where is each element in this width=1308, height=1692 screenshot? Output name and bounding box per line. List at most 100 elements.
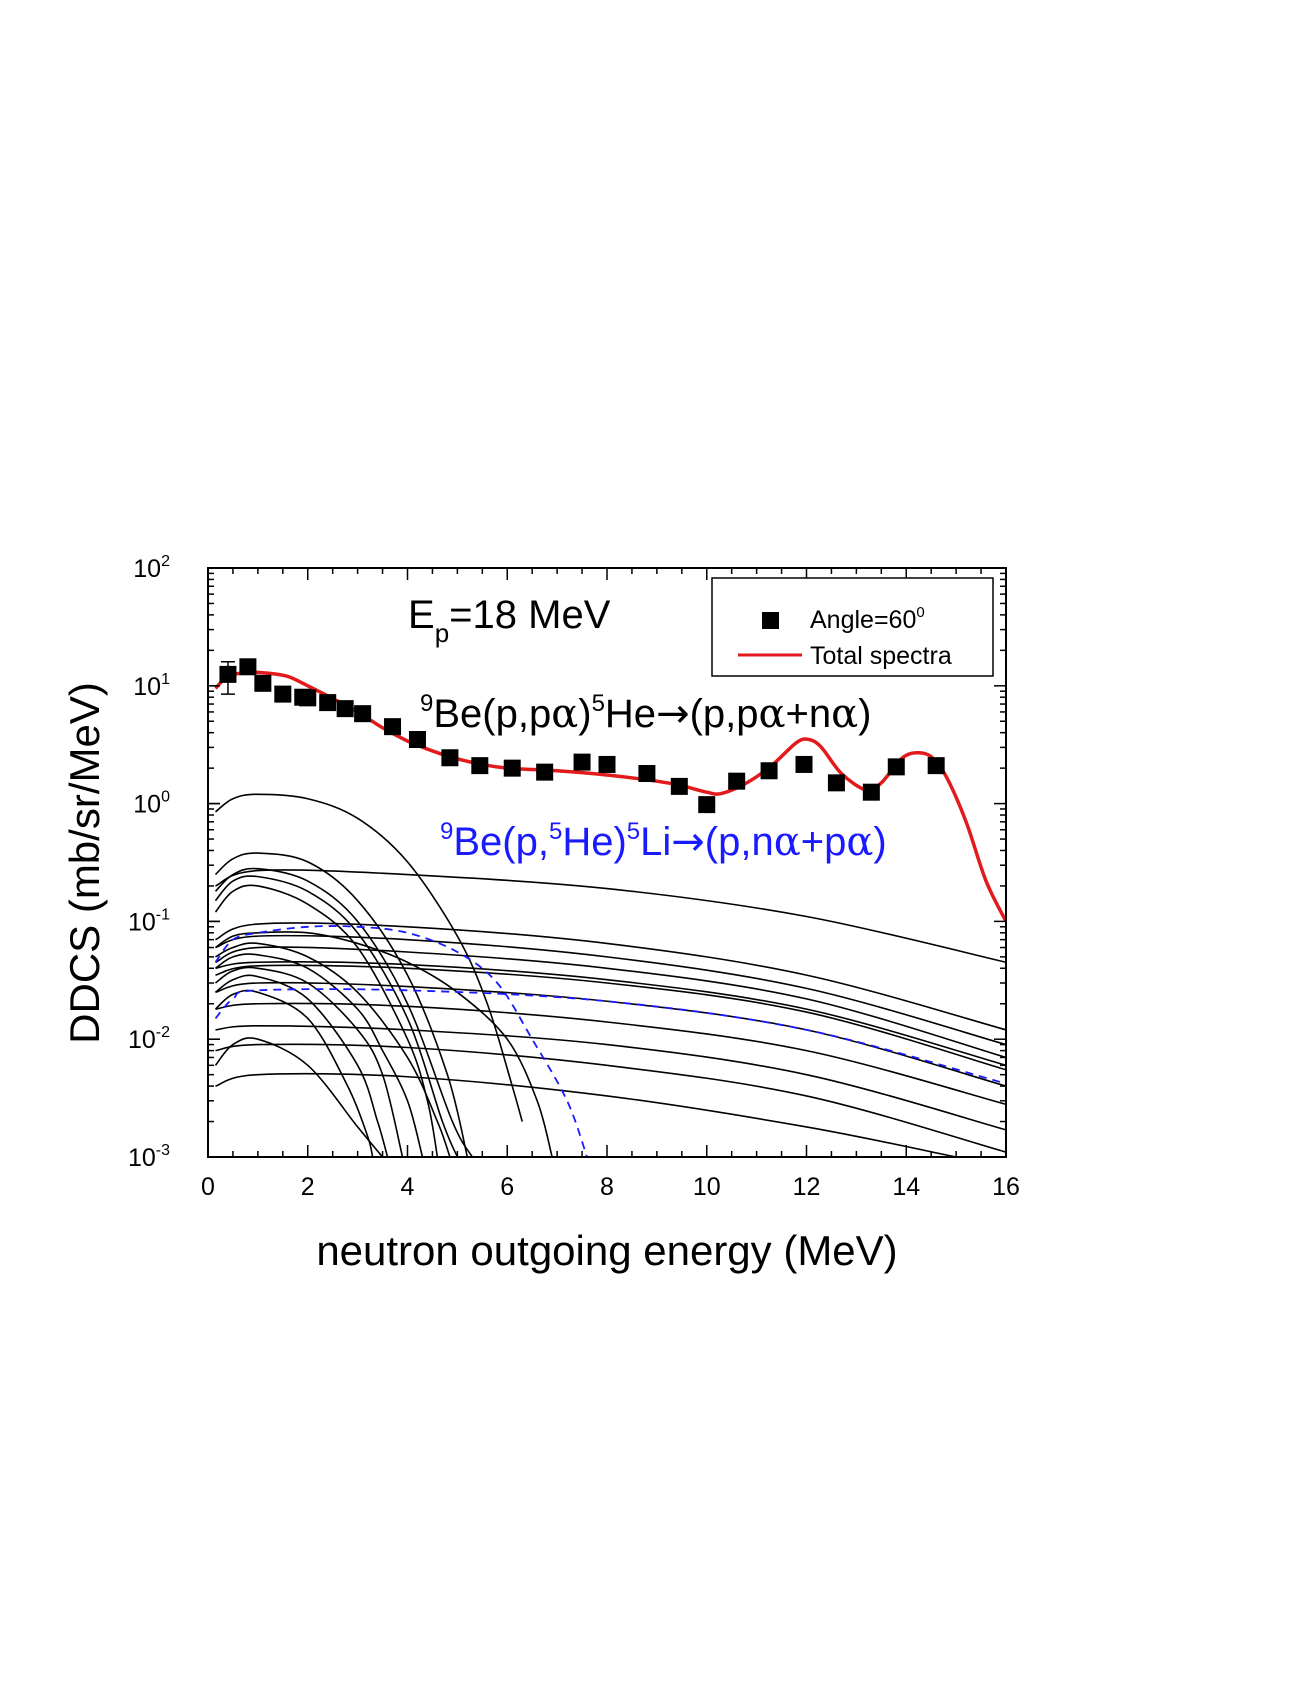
data-point-15 [536, 763, 554, 781]
component-curve-19 [215, 981, 1006, 1087]
data-point-11 [408, 731, 426, 749]
y-axis-label: DDCS (mb/sr/MeV) [61, 682, 108, 1044]
reaction-black-sup1: 9 [420, 690, 433, 717]
component-curve-1 [214, 793, 523, 1122]
reaction-blue-sup1: 9 [440, 818, 453, 845]
blue-dashed-curve-2 [214, 988, 1006, 1085]
legend-entry-angle: Angle=600 [810, 604, 925, 634]
reaction-blue-t4: (p,n [705, 820, 774, 864]
data-point-22 [760, 762, 778, 780]
data-point-16 [573, 753, 591, 771]
data-point-8 [336, 700, 354, 718]
data-point-3 [254, 674, 272, 692]
component-curve-15 [215, 934, 1006, 1046]
component-curve-22 [215, 1043, 1006, 1153]
reaction-black-g2: α [759, 691, 786, 737]
component-curve-16 [215, 946, 1006, 1059]
x-tick-label: 8 [600, 1173, 614, 1201]
data-point-1 [219, 665, 237, 683]
y-tick-label: 101 [133, 671, 170, 701]
reaction-blue-t1: Be(p, [453, 820, 549, 864]
legend-box [711, 577, 994, 677]
x-tick-label: 4 [401, 1173, 415, 1201]
energy-rest: =18 MeV [449, 593, 611, 637]
component-curve-21 [215, 1024, 1006, 1131]
component-curve-23 [215, 1072, 957, 1157]
component-curve-11 [214, 989, 374, 1157]
component-curve-9 [214, 966, 404, 1157]
legend-angle-label: Angle=60 [810, 606, 916, 634]
component-curve-8 [215, 953, 424, 1157]
data-point-24 [827, 774, 845, 792]
data-point-6 [299, 689, 317, 707]
reaction-blue-t6: ) [873, 820, 886, 864]
experimental-points-layer [219, 658, 945, 814]
data-point-26 [887, 758, 905, 776]
component-curve-13 [215, 869, 1006, 964]
reaction-black-g3: α [831, 691, 858, 737]
reaction-blue-sup2: 5 [549, 818, 562, 845]
component-curve-3 [214, 867, 474, 1157]
reaction-black-t1: Be(p,p [433, 692, 551, 736]
reaction-black-arrow: → [656, 691, 690, 737]
data-point-7 [319, 694, 337, 712]
reaction-blue-g1: α [774, 819, 801, 865]
data-point-25 [862, 783, 880, 801]
x-axis-label: neutron outgoing energy (MeV) [316, 1227, 897, 1274]
x-tick-label: 2 [301, 1173, 315, 1201]
component-curve-17 [215, 961, 1006, 1067]
component-curve-18 [215, 964, 1006, 1071]
energy-main: E [408, 593, 435, 637]
legend-entry-total: Total spectra [810, 642, 952, 670]
component-curve-6 [215, 931, 553, 1157]
x-axis-ticks: 0 2 4 6 8 10 12 14 16 [201, 568, 1020, 1201]
reaction-black-sup2: 5 [592, 690, 605, 717]
reaction-black-t3: He [605, 692, 656, 736]
component-curve-10 [214, 974, 389, 1157]
reaction-blue-annotation: 9Be(p,5He)5Li→(p,nα+pα) [440, 818, 887, 865]
data-point-4 [274, 685, 292, 703]
data-point-10 [384, 718, 402, 736]
data-point-13 [471, 757, 489, 775]
data-point-14 [503, 759, 521, 777]
y-tick-label: 10-2 [128, 1024, 170, 1054]
component-curve-7 [215, 942, 451, 1157]
reaction-blue-g2: α [846, 819, 873, 865]
reaction-blue-t5: +p [801, 820, 847, 864]
energy-sub: p [435, 618, 449, 648]
component-curves [214, 793, 1006, 1157]
data-point-27 [927, 757, 945, 775]
component-curve-14 [215, 922, 1006, 1031]
y-tick-label: 10-3 [128, 1142, 170, 1172]
reaction-black-t4: (p,p [690, 692, 759, 736]
data-point-9 [354, 705, 372, 723]
energy-annotation: Ep=18 MeV [408, 593, 611, 648]
x-tick-label: 12 [793, 1173, 821, 1201]
legend: Angle=600 Total spectra [711, 577, 994, 677]
x-tick-label: 6 [500, 1173, 514, 1201]
y-axis-ticks: 10-3 10-2 10-1 100 101 102 [128, 553, 1006, 1172]
y-tick-label: 102 [133, 553, 170, 583]
reaction-black-t2: ) [578, 692, 591, 736]
reaction-blue-t3: Li [640, 820, 671, 864]
legend-marker-square [762, 612, 779, 629]
data-point-18 [638, 765, 656, 783]
x-tick-label: 16 [992, 1173, 1020, 1201]
component-curve-20 [215, 1002, 1006, 1106]
data-point-20 [698, 796, 716, 814]
component-curve-2 [214, 852, 469, 1157]
reaction-blue-arrow: → [671, 819, 705, 865]
component-curve-4 [214, 875, 459, 1157]
reaction-blue-t2: He) [562, 820, 626, 864]
y-tick-label: 100 [133, 789, 170, 819]
blue-dashed-curve-1 [214, 925, 588, 1157]
component-curve-12 [214, 1037, 384, 1157]
reaction-black-annotation: 9Be(p,pα)5He→(p,pα+nα) [420, 690, 871, 737]
data-point-12 [441, 749, 459, 767]
data-point-19 [670, 777, 688, 795]
y-tick-label: 10-1 [128, 906, 170, 936]
data-point-23 [795, 755, 813, 773]
blue-dashed-curves [214, 925, 1006, 1157]
x-tick-label: 14 [892, 1173, 920, 1201]
